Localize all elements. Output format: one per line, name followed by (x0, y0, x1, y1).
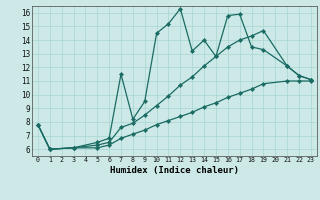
X-axis label: Humidex (Indice chaleur): Humidex (Indice chaleur) (110, 166, 239, 175)
